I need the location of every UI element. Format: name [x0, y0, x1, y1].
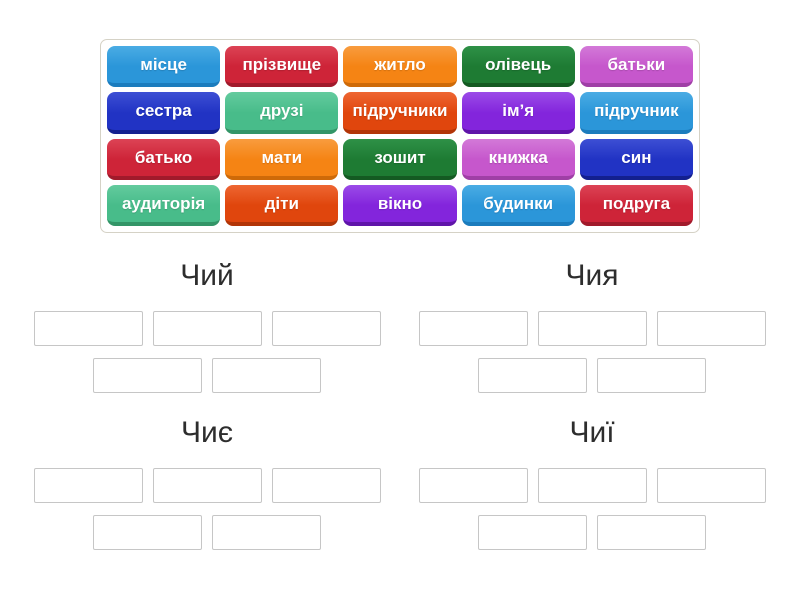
word-tile[interactable]: діти [225, 184, 339, 226]
word-tile[interactable]: підручники [343, 92, 457, 134]
category-group-chyia: Чия [397, 258, 787, 393]
word-tile[interactable]: зошит [343, 138, 457, 180]
drop-slot[interactable] [271, 311, 381, 346]
groups-row-bottom: Чиє Чиї [0, 415, 800, 550]
drop-slot[interactable] [271, 468, 381, 503]
word-tile[interactable]: сестра [107, 92, 221, 134]
slot-row [478, 515, 706, 550]
drop-slot[interactable] [212, 515, 321, 550]
slot-row [93, 515, 321, 550]
word-tile[interactable]: ім’я [461, 92, 575, 134]
slot-row [33, 468, 381, 503]
category-title: Чия [565, 259, 619, 292]
word-tile[interactable]: аудиторія [107, 184, 221, 226]
word-tile[interactable]: олівець [461, 46, 575, 88]
category-title: Чиї [569, 416, 615, 449]
drop-slot[interactable] [478, 358, 587, 393]
drop-slot[interactable] [152, 311, 262, 346]
drop-slot[interactable] [418, 468, 528, 503]
drop-slot[interactable] [33, 311, 143, 346]
category-title: Чиє [180, 416, 234, 449]
drop-slot[interactable] [597, 515, 706, 550]
category-group-chyii: Чиї [397, 415, 787, 550]
groups-row-top: Чий Чия [0, 258, 800, 393]
word-tile[interactable]: підручник [579, 92, 693, 134]
drop-slot[interactable] [212, 358, 321, 393]
drop-slot[interactable] [656, 468, 766, 503]
category-group-chyie: Чиє [12, 415, 402, 550]
word-tile[interactable]: син [579, 138, 693, 180]
drop-slot[interactable] [93, 358, 202, 393]
slot-row [93, 358, 321, 393]
drop-slot[interactable] [418, 311, 528, 346]
word-tile[interactable]: будинки [461, 184, 575, 226]
word-tile[interactable]: житло [343, 46, 457, 88]
slot-row [418, 468, 766, 503]
drop-slot[interactable] [478, 515, 587, 550]
word-tile[interactable]: прізвище [225, 46, 339, 88]
slot-row [418, 311, 766, 346]
word-tile[interactable]: друзі [225, 92, 339, 134]
drop-slot[interactable] [597, 358, 706, 393]
word-tile[interactable]: книжка [461, 138, 575, 180]
drop-slot[interactable] [152, 468, 262, 503]
drop-slot[interactable] [656, 311, 766, 346]
word-bank: місце прізвище житло олівець батьки сест… [100, 39, 700, 233]
word-tile[interactable]: вікно [343, 184, 457, 226]
slot-row [33, 311, 381, 346]
slot-row [478, 358, 706, 393]
drop-slot[interactable] [93, 515, 202, 550]
category-group-chyi-m: Чий [12, 258, 402, 393]
word-tile[interactable]: батьки [579, 46, 693, 88]
drop-slot[interactable] [33, 468, 143, 503]
word-tile[interactable]: подруга [579, 184, 693, 226]
word-tile[interactable]: батько [107, 138, 221, 180]
drop-slot[interactable] [537, 468, 647, 503]
word-tile[interactable]: місце [107, 46, 221, 88]
word-tile[interactable]: мати [225, 138, 339, 180]
drop-slot[interactable] [537, 311, 647, 346]
category-title: Чий [180, 259, 234, 292]
